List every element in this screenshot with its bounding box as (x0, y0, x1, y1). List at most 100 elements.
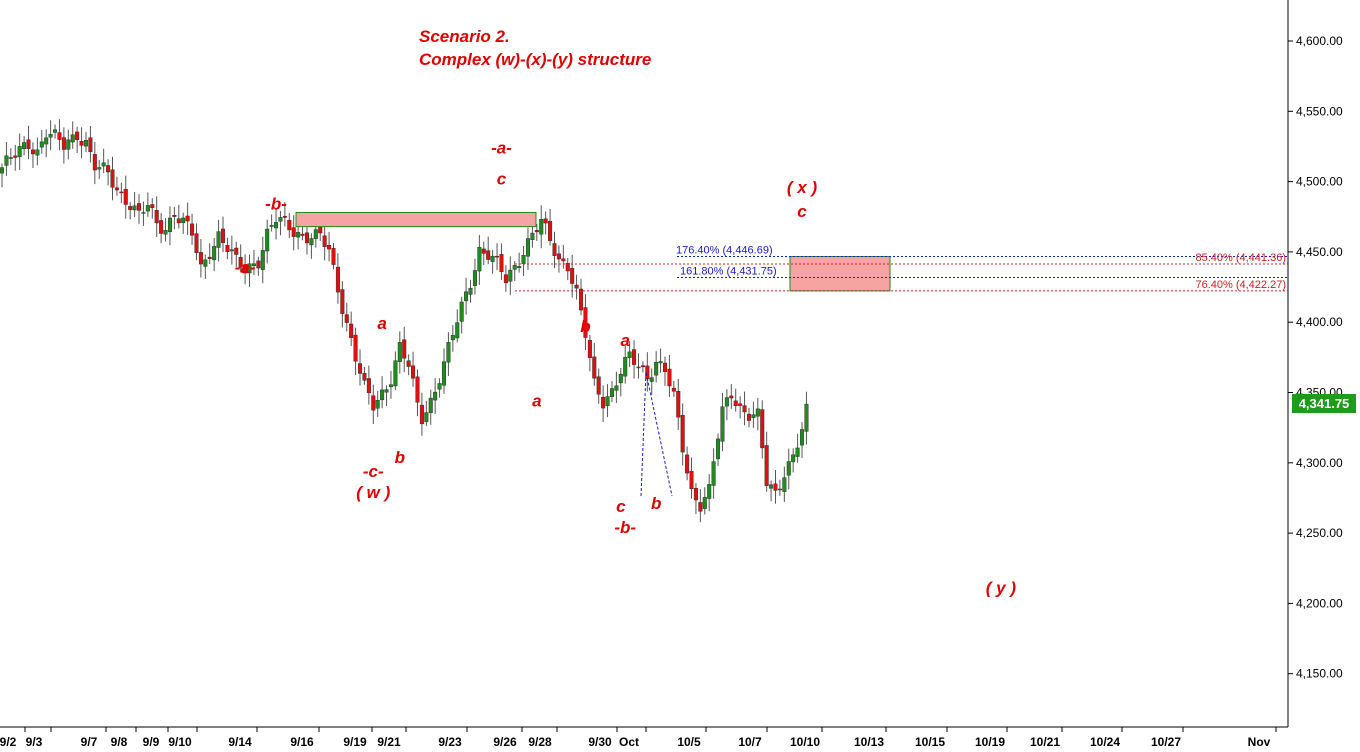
x-tick-label: Oct (619, 735, 639, 749)
y-tick-label: 4,250.00 (1296, 526, 1343, 540)
candle-body (455, 322, 460, 339)
candle-body (534, 230, 539, 233)
candle-body (335, 266, 340, 293)
candle-body (755, 408, 760, 417)
y-tick-label: 4,600.00 (1296, 34, 1343, 48)
fib-level-label: 161.80% (4,431.75) (680, 266, 777, 278)
candle-body (340, 289, 345, 314)
x-tick-label: 9/3 (26, 735, 43, 749)
wave-connector (640, 371, 673, 497)
candle-body (137, 203, 142, 211)
candle-body (313, 229, 318, 239)
candle-body (17, 146, 22, 158)
candle-body (83, 140, 88, 147)
candle-body (88, 137, 93, 152)
candle-body (605, 396, 610, 407)
candle-body (269, 225, 274, 227)
candle-body (260, 250, 265, 270)
candle-body (22, 142, 27, 150)
candle-body (371, 395, 376, 411)
candle-body (468, 287, 473, 295)
candle-body (243, 265, 248, 274)
wave-label: c (797, 202, 807, 221)
x-tick-label: 9/2 (0, 735, 17, 749)
wave-label: b (580, 317, 590, 336)
candle-body (773, 483, 778, 491)
candle-body (176, 218, 181, 224)
candle-body (486, 250, 491, 260)
x-tick-label: 9/9 (143, 735, 160, 749)
x-tick-label: 9/30 (588, 735, 612, 749)
candle-body (539, 219, 544, 235)
x-tick-label: 10/21 (1030, 735, 1060, 749)
candle-body (190, 223, 195, 236)
candle-body (609, 388, 614, 397)
x-tick-label: 10/5 (677, 735, 701, 749)
candle-body (481, 248, 486, 254)
candle-body (433, 391, 438, 401)
candle-body (795, 447, 800, 457)
candle-body (274, 222, 279, 229)
candle-body (229, 249, 234, 252)
candle-body (561, 258, 566, 262)
candle-body (724, 397, 729, 407)
candle-body (632, 349, 637, 365)
candle-body (13, 155, 18, 158)
candle-body (601, 396, 606, 409)
candle-body (800, 429, 805, 446)
candle-body (596, 376, 601, 395)
candle-body (472, 270, 477, 286)
candle-body (194, 233, 199, 254)
candle-body (106, 165, 111, 173)
resistance-zone (295, 212, 537, 228)
candle-body (247, 263, 252, 274)
candle-body (251, 263, 256, 267)
candle-body (671, 387, 676, 392)
wave-label: a (377, 314, 386, 333)
candle-body (769, 484, 774, 489)
candle-body (53, 129, 58, 133)
candle-body (663, 362, 668, 372)
wave-label: c (616, 497, 626, 516)
x-tick-label: 9/19 (343, 735, 367, 749)
candle-body (786, 461, 791, 476)
candle-body (185, 215, 190, 222)
candle-body (327, 244, 332, 250)
fib-level-label: 176.40% (4,446.69) (676, 245, 773, 257)
candle-body (66, 139, 71, 150)
candle-body (733, 400, 738, 406)
candle-body (636, 366, 641, 369)
candle-body (167, 217, 172, 232)
wave-label: a (532, 392, 541, 411)
candle-body (751, 414, 756, 418)
candle-body (353, 334, 358, 362)
candle-body (397, 342, 402, 362)
candle-body (282, 215, 287, 218)
candle-body (530, 232, 535, 240)
candle-body (0, 167, 4, 174)
x-tick-label: Nov (1248, 735, 1271, 749)
candle-body (411, 365, 416, 379)
candle-body (495, 255, 500, 258)
fib-level-label: 85.40% (4,441.36) (1195, 252, 1286, 264)
candle-body (132, 205, 137, 211)
chart-title-line1: Scenario 2. (419, 27, 510, 46)
y-tick-label: 4,400.00 (1296, 315, 1343, 329)
wave-label: -b- (265, 195, 287, 214)
x-tick-label: 10/19 (975, 735, 1005, 749)
candle-body (623, 357, 628, 377)
candle-body (150, 204, 155, 208)
x-tick-label: 10/27 (1151, 735, 1181, 749)
candle-body (296, 232, 301, 238)
candle-body (358, 363, 363, 374)
x-tick-label: 9/28 (528, 735, 552, 749)
candle-body (450, 335, 455, 341)
candle-body (442, 361, 447, 386)
candle-body (207, 256, 212, 259)
candle-body (521, 255, 526, 264)
candle-body (322, 235, 327, 247)
candle-body (287, 219, 292, 231)
wave-label: ( w ) (356, 483, 390, 502)
candle-body (234, 247, 239, 255)
candle-body (618, 374, 623, 384)
